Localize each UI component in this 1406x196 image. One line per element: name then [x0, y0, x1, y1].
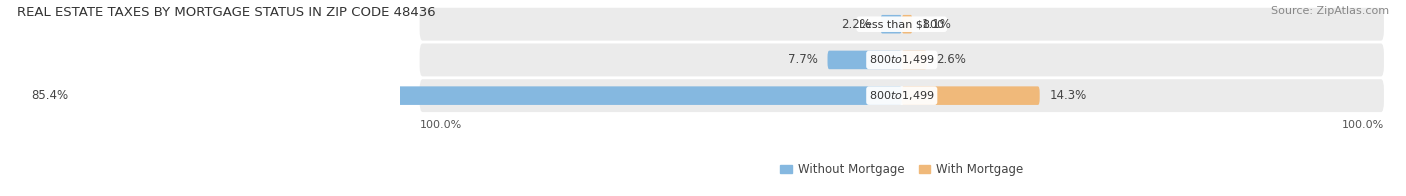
FancyBboxPatch shape — [901, 15, 912, 34]
FancyBboxPatch shape — [828, 51, 901, 69]
FancyBboxPatch shape — [880, 15, 901, 34]
FancyBboxPatch shape — [419, 79, 1384, 112]
Text: 2.6%: 2.6% — [936, 54, 966, 66]
Text: Less than $800: Less than $800 — [859, 19, 945, 29]
Text: 85.4%: 85.4% — [31, 89, 69, 102]
Text: $800 to $1,499: $800 to $1,499 — [869, 54, 935, 66]
Text: $800 to $1,499: $800 to $1,499 — [869, 89, 935, 102]
Text: 14.3%: 14.3% — [1049, 89, 1087, 102]
Text: 7.7%: 7.7% — [787, 54, 818, 66]
FancyBboxPatch shape — [419, 44, 1384, 76]
FancyBboxPatch shape — [419, 8, 1384, 41]
Legend: Without Mortgage, With Mortgage: Without Mortgage, With Mortgage — [780, 163, 1024, 176]
Text: 100.0%: 100.0% — [1341, 120, 1384, 130]
Text: 1.1%: 1.1% — [922, 18, 952, 31]
FancyBboxPatch shape — [79, 86, 901, 105]
Text: Source: ZipAtlas.com: Source: ZipAtlas.com — [1271, 6, 1389, 16]
Text: 100.0%: 100.0% — [419, 120, 461, 130]
Text: REAL ESTATE TAXES BY MORTGAGE STATUS IN ZIP CODE 48436: REAL ESTATE TAXES BY MORTGAGE STATUS IN … — [17, 6, 436, 19]
Text: 2.2%: 2.2% — [841, 18, 870, 31]
FancyBboxPatch shape — [901, 51, 927, 69]
FancyBboxPatch shape — [901, 86, 1039, 105]
